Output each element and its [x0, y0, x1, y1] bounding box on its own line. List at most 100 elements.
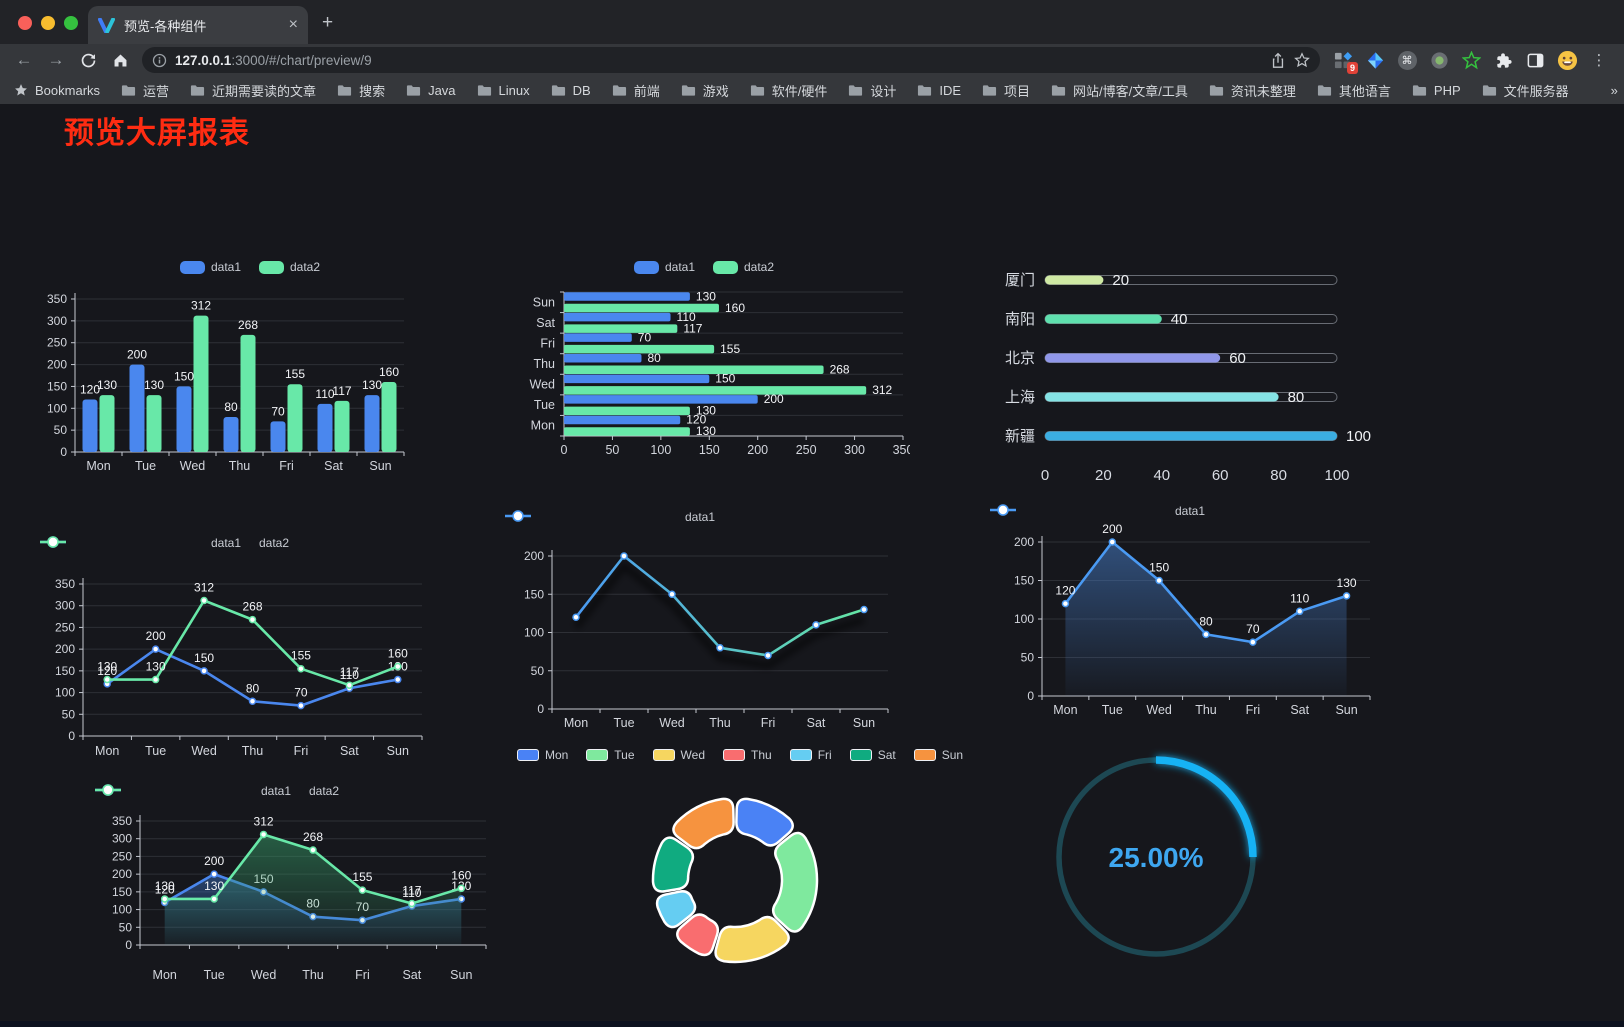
- bookmark-label: 其他语言: [1338, 83, 1391, 99]
- legend-swatch: [179, 260, 205, 274]
- folder-icon: [982, 84, 997, 96]
- bookmark-folder[interactable]: 其他语言: [1317, 81, 1391, 100]
- svg-text:80: 80: [1288, 389, 1305, 406]
- svg-text:130: 130: [204, 879, 224, 893]
- browser-toolbar: ← → 127.0.0.1:3000/#/chart/preview/9 9: [0, 44, 1624, 76]
- bookmark-folder[interactable]: 运营: [121, 81, 169, 100]
- fullscreen-window-button[interactable]: [64, 16, 78, 30]
- browser-menu-icon[interactable]: ⋮: [1591, 52, 1607, 69]
- svg-text:Sat: Sat: [324, 459, 343, 473]
- bookmark-folder[interactable]: Java: [406, 83, 456, 98]
- legend-item[interactable]: data2: [95, 784, 340, 798]
- chart-canvas: [651, 797, 819, 964]
- legend-item[interactable]: Fri: [789, 748, 832, 762]
- folder-icon: [1412, 84, 1426, 96]
- bookmark-folder[interactable]: 游戏: [681, 81, 729, 100]
- legend-item[interactable]: data2: [713, 260, 774, 274]
- window-controls[interactable]: [18, 16, 78, 30]
- bookmark-folder[interactable]: DB: [551, 83, 591, 98]
- url-text[interactable]: 127.0.0.1:3000/#/chart/preview/9: [175, 53, 1262, 68]
- svg-text:250: 250: [796, 443, 817, 457]
- new-tab-button[interactable]: +: [322, 12, 334, 33]
- svg-text:Fri: Fri: [761, 716, 776, 730]
- svg-text:0: 0: [125, 938, 132, 952]
- bookmark-folder[interactable]: 网站/博客/文章/工具: [1051, 81, 1188, 100]
- bookmark-folder[interactable]: 资讯未整理: [1209, 81, 1296, 100]
- legend-label: data2: [259, 536, 290, 550]
- tab-close-icon[interactable]: ×: [288, 16, 298, 33]
- share-icon[interactable]: [1270, 52, 1286, 69]
- svg-text:70: 70: [1246, 622, 1260, 636]
- bookmark-folder[interactable]: 设计: [848, 81, 896, 100]
- folder-icon: [338, 84, 352, 96]
- profile-avatar[interactable]: [1556, 49, 1578, 71]
- svg-text:155: 155: [285, 367, 305, 381]
- svg-text:20: 20: [1112, 272, 1129, 289]
- home-icon[interactable]: [106, 47, 134, 73]
- reload-icon[interactable]: [74, 47, 102, 73]
- folder-icon: [1209, 84, 1223, 96]
- legend-item[interactable]: data1: [95, 784, 291, 798]
- legend-swatch: [849, 749, 872, 761]
- svg-text:150: 150: [1014, 574, 1034, 588]
- bookmarks-root[interactable]: Bookmarks: [14, 83, 100, 98]
- svg-text:新疆: 新疆: [1005, 428, 1035, 445]
- bookmark-folder[interactable]: 项目: [982, 81, 1030, 100]
- bookmark-folder[interactable]: 近期需要读的文章: [190, 81, 316, 100]
- close-window-button[interactable]: [18, 16, 32, 30]
- extension-star-icon[interactable]: [1460, 49, 1482, 71]
- svg-text:Thu: Thu: [229, 459, 251, 473]
- extension-record-icon[interactable]: [1428, 49, 1450, 71]
- svg-text:130: 130: [146, 660, 166, 674]
- svg-text:北京: 北京: [1005, 350, 1035, 367]
- bookmark-folder[interactable]: Linux: [477, 83, 530, 98]
- bookmark-star-icon[interactable]: [1294, 52, 1310, 68]
- legend-item[interactable]: Thu: [723, 748, 772, 762]
- legend-item[interactable]: data1: [990, 504, 1205, 518]
- extensions-puzzle-icon[interactable]: [1492, 49, 1514, 71]
- svg-text:Wed: Wed: [251, 968, 277, 982]
- legend-item[interactable]: Sat: [849, 748, 896, 762]
- legend-item[interactable]: Sun: [913, 748, 963, 762]
- bookmark-folder[interactable]: IDE: [917, 83, 961, 98]
- bookmark-folder[interactable]: PHP: [1412, 83, 1461, 98]
- back-icon[interactable]: ←: [15, 50, 33, 69]
- svg-text:50: 50: [54, 423, 68, 437]
- svg-text:130: 130: [696, 404, 716, 418]
- bookmark-folder[interactable]: 前端: [612, 81, 660, 100]
- extension-diamond-icon[interactable]: [1364, 49, 1386, 71]
- legend-item[interactable]: Mon: [516, 748, 568, 762]
- legend-item[interactable]: data1: [633, 260, 695, 274]
- legend-label: data2: [309, 784, 340, 798]
- legend-item[interactable]: data1: [505, 510, 715, 524]
- bookmark-label: PHP: [1433, 82, 1461, 98]
- chart-line-area: data1 0 50 100 150 200 Mon Tue Wed Thu Fri Sat Sun 12…: [990, 492, 1390, 730]
- minimize-window-button[interactable]: [41, 16, 55, 30]
- bookmark-folder[interactable]: 文件服务器: [1482, 81, 1569, 100]
- legend-item[interactable]: data2: [40, 536, 290, 550]
- extensions-row: 9 ⌘ ⋮: [1332, 49, 1614, 74]
- legend-item[interactable]: Tue: [586, 748, 635, 762]
- bookmark-label: IDE: [939, 82, 962, 98]
- address-bar[interactable]: 127.0.0.1:3000/#/chart/preview/9: [142, 47, 1320, 73]
- bookmark-label: DB: [572, 82, 591, 98]
- side-panel-icon[interactable]: [1524, 49, 1546, 71]
- legend-item[interactable]: data1: [40, 536, 241, 550]
- page-info-icon[interactable]: [152, 53, 167, 68]
- command-glyph: ⌘: [1397, 50, 1417, 70]
- svg-text:300: 300: [55, 599, 75, 613]
- bookmark-label: 近期需要读的文章: [212, 83, 317, 99]
- bookmark-label: 搜索: [359, 83, 386, 99]
- extension-command-icon[interactable]: ⌘: [1396, 49, 1418, 71]
- extension-grid-icon[interactable]: 9: [1332, 49, 1358, 74]
- bookmark-folder[interactable]: 软件/硬件: [750, 81, 827, 100]
- folder-icon: [681, 84, 695, 96]
- bookmark-folder[interactable]: 搜索: [337, 81, 385, 100]
- bookmarks-overflow-icon[interactable]: »: [1610, 82, 1618, 98]
- legend-item[interactable]: Wed: [652, 748, 705, 762]
- legend-item[interactable]: data2: [259, 260, 320, 274]
- legend-item[interactable]: data1: [179, 260, 241, 274]
- forward-icon[interactable]: →: [47, 50, 65, 69]
- browser-tab[interactable]: 预览-各种组件 ×: [88, 6, 308, 44]
- svg-text:110: 110: [677, 310, 696, 324]
